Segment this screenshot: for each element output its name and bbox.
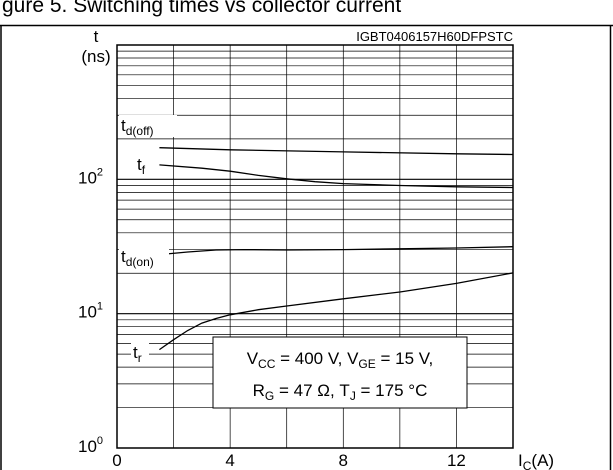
series-label: tr [133,343,142,365]
y-axis-label-unit: (ns) [81,47,110,66]
y-tick-label: 102 [78,166,103,187]
x-tick-label: 8 [339,451,348,470]
conditions-line-1: VCC = 400 V, VGE = 15 V, [247,349,434,371]
chart-id-label: IGBT0406157H60DFPSTC [356,29,513,44]
annotation-layer: VCC = 400 V, VGE = 15 V, RG = 47 Ω, TJ = … [212,336,468,409]
x-axis-label: IC(A) [518,451,554,470]
series-label: td(off) [121,116,154,138]
series-label: tf [137,155,146,177]
series-label-bg [135,154,153,176]
y-tick-label: 100 [78,435,103,456]
x-tick-label: 12 [447,451,466,470]
y-axis-label-t: t [94,27,99,46]
series-label-bg [119,246,169,268]
y-tick-label: 101 [78,301,103,322]
series-label-bg [131,342,149,364]
series-line [159,246,514,256]
series-layer: td(off) tf td(on) tr [119,115,514,365]
x-tick-label: 4 [225,451,234,470]
series-label: td(on) [121,247,154,269]
header-fragment: gure 5. Switching times vs collector cur… [2,0,401,17]
plot-border [116,44,514,449]
series-line [159,272,514,351]
series-label-bg [119,115,177,137]
conditions-box [212,336,468,409]
series-line [159,164,514,189]
conditions-line-2: RG = 47 Ω, TJ = 175 °C [253,381,428,403]
x-tick-label: 0 [112,451,121,470]
tick-layer: 0 4 8 12 100 101 102 IC(A) [78,166,554,470]
series-line [159,147,514,156]
